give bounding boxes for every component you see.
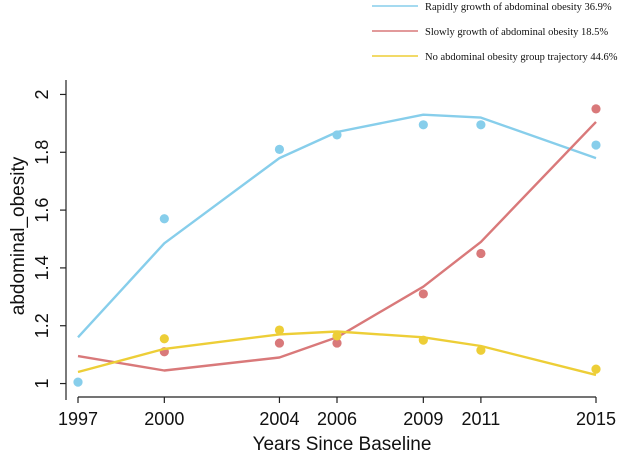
series-2-point [332, 338, 342, 348]
series-3-point [418, 335, 428, 345]
series-1-line [77, 113, 597, 339]
y-axis-title: abdominal_obesity [8, 156, 29, 315]
series-3-point [476, 345, 486, 355]
legend-label-2: Slowly growth of abdominal obesity 18.5% [425, 27, 608, 38]
x-axis-title: Years Since Baseline [253, 434, 432, 455]
series-3-point [274, 325, 285, 335]
series-2-point [591, 104, 601, 114]
y-tick-label: 1.4 [32, 255, 52, 280]
y-tick-label: 1.8 [32, 140, 52, 165]
series-3-point [332, 331, 342, 341]
series-1-point [476, 120, 486, 130]
x-tick-label: 2006 [317, 409, 357, 429]
legend-label-3: No abdominal obesity group trajectory 44… [425, 52, 618, 63]
series-2-point [418, 289, 428, 299]
x-tick-label: 1997 [58, 409, 98, 429]
series-1-point [418, 120, 428, 130]
plot-area [73, 104, 601, 387]
y-tick-label: 1 [32, 379, 52, 389]
series-1-point [159, 214, 169, 224]
x-tick-label: 2015 [576, 409, 616, 429]
series-1-point [332, 130, 342, 140]
series-2-point [274, 338, 285, 348]
series-3-point [591, 364, 601, 374]
legend-label-1: Rapidly growth of abdominal obesity 36.9… [425, 2, 612, 13]
y-tick-label: 2 [32, 89, 52, 99]
y-tick-label: 1.2 [32, 313, 52, 338]
series-1-point [591, 140, 601, 150]
legend: Rapidly growth of abdominal obesity 36.9… [372, 2, 618, 63]
series-1-point [73, 377, 83, 387]
series-1-point [274, 144, 285, 154]
x-tick-label: 2000 [144, 409, 184, 429]
series-3-point [159, 334, 169, 344]
y-tick-label: 1.6 [32, 198, 52, 223]
series-2-point [476, 248, 486, 259]
x-tick-label: 2009 [403, 409, 443, 429]
axes: 1 1.2 1.4 1.6 1.8 2 1997 2000 2004 2006 2009 2011 20… [32, 80, 616, 429]
x-tick-label: 2011 [462, 409, 501, 429]
x-tick-label: 2004 [259, 409, 299, 429]
